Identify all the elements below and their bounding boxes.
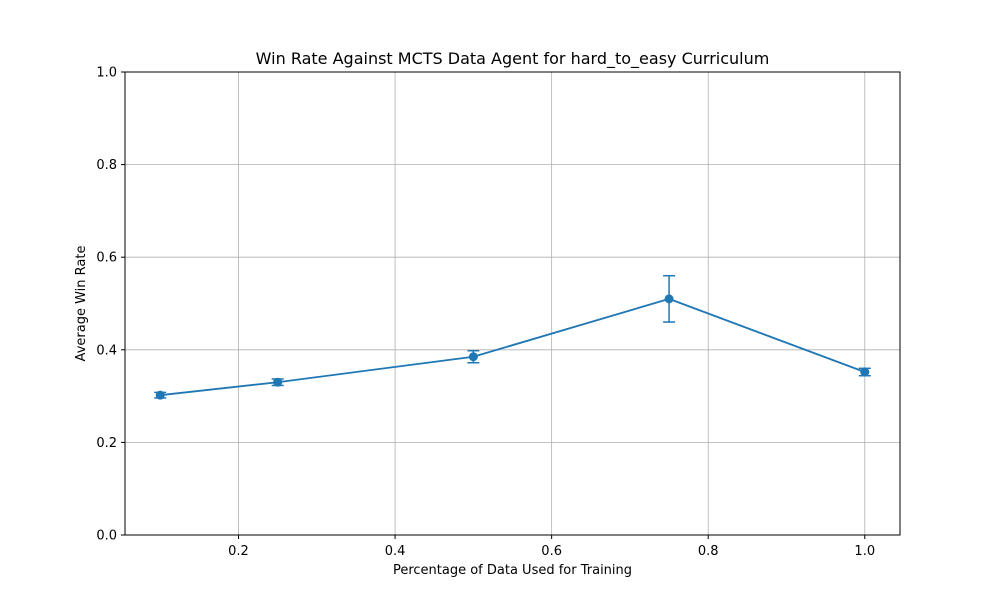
y-tick-label: 0.2: [96, 436, 117, 451]
x-tick-label: 0.6: [541, 544, 562, 559]
y-tick-label: 0.0: [96, 529, 117, 544]
series-line: [160, 297, 866, 397]
y-tick-label: 1.0: [96, 66, 117, 81]
x-tick-label: 0.4: [385, 544, 406, 559]
data-point: [468, 352, 478, 362]
x-axis-title: Percentage of Data Used for Training: [393, 563, 632, 578]
y-axis-title: Average Win Rate: [74, 246, 89, 362]
x-tick-label: 0.2: [228, 544, 249, 559]
y-tick-label: 0.8: [96, 158, 117, 173]
data-point: [664, 294, 674, 304]
data-point: [273, 377, 283, 387]
chart-title: Win Rate Against MCTS Data Agent for har…: [256, 49, 770, 69]
ticks: 0.2 0.4 0.6 0.8 1.0 0.0 0.2 0.4 0.6 0.8 1.0: [96, 66, 875, 560]
data-point: [155, 390, 165, 400]
y-tick-label: 0.6: [96, 251, 117, 266]
y-tick-label: 0.4: [96, 343, 117, 358]
grid: [125, 71, 900, 536]
data-point: [860, 367, 870, 377]
x-tick-label: 1.0: [854, 544, 875, 559]
series-layer: [154, 274, 871, 400]
x-tick-label: 0.8: [698, 544, 719, 559]
plot-frame: [124, 71, 901, 536]
